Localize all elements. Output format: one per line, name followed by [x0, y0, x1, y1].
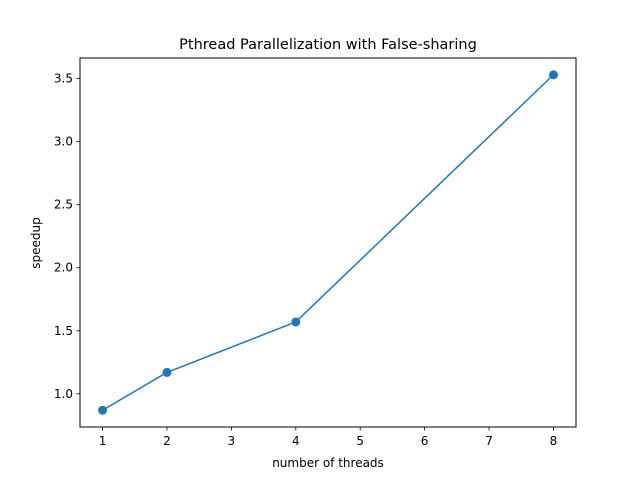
x-tick-label: 7 — [485, 434, 493, 448]
series-layer — [98, 70, 558, 415]
speedup-data-point — [548, 70, 558, 80]
y-tick-label: 1.0 — [54, 387, 73, 401]
speedup-data-point — [98, 405, 108, 415]
x-axis-label: number of threads — [272, 456, 384, 470]
x-tick-label: 8 — [550, 434, 558, 448]
y-tick-label: 3.5 — [54, 72, 73, 86]
chart-title: Pthread Parallelization with False-shari… — [179, 37, 477, 53]
y-axis-label: speedup — [29, 217, 43, 268]
speedup-series-line — [102, 74, 554, 411]
x-tick-label: 1 — [99, 434, 107, 448]
y-axis-ticks: 1.0 1.5 2.0 2.5 3.0 3.5 — [54, 72, 80, 401]
x-axis-ticks: 1 2 3 4 5 6 7 8 — [99, 427, 558, 448]
y-tick-label: 2.0 — [54, 261, 73, 275]
x-tick-label: 2 — [163, 434, 171, 448]
plot-frame — [79, 57, 577, 428]
speedup-data-point — [291, 317, 301, 327]
x-tick-label: 5 — [356, 434, 364, 448]
y-tick-label: 2.5 — [54, 198, 73, 212]
y-tick-label: 1.5 — [54, 324, 73, 338]
speedup-data-point — [162, 367, 172, 377]
y-tick-label: 3.0 — [54, 135, 73, 149]
x-tick-label: 3 — [228, 434, 236, 448]
x-tick-label: 4 — [292, 434, 300, 448]
x-tick-label: 6 — [421, 434, 429, 448]
plot-area — [80, 58, 576, 427]
